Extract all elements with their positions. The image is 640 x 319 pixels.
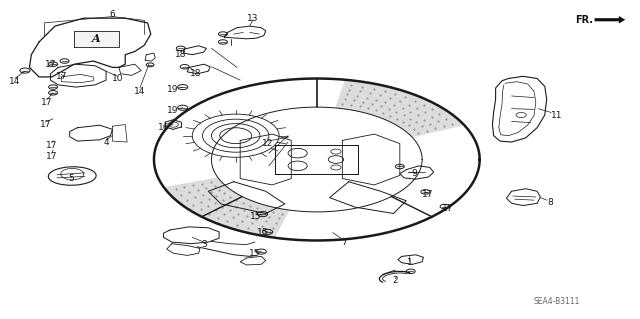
Text: 16: 16 — [158, 123, 170, 132]
Text: 15: 15 — [250, 212, 262, 221]
Text: 17: 17 — [45, 60, 56, 69]
Text: 17: 17 — [40, 120, 51, 129]
Text: 5: 5 — [68, 174, 74, 183]
Text: 17: 17 — [442, 204, 454, 213]
Polygon shape — [335, 80, 465, 137]
Text: A: A — [92, 33, 100, 44]
Text: 17: 17 — [46, 141, 58, 150]
Text: 6: 6 — [109, 11, 115, 19]
Text: FR.: FR. — [575, 15, 593, 25]
Text: 14: 14 — [9, 77, 20, 86]
Text: 17: 17 — [41, 98, 52, 107]
Polygon shape — [74, 31, 119, 47]
Text: 9: 9 — [412, 169, 417, 178]
Polygon shape — [164, 177, 289, 238]
Text: 11: 11 — [550, 111, 562, 120]
Text: 8: 8 — [547, 198, 553, 207]
Text: 17: 17 — [56, 72, 67, 81]
Text: 10: 10 — [112, 74, 124, 83]
Text: 18: 18 — [189, 69, 201, 78]
Text: 7: 7 — [341, 238, 347, 247]
Text: 1: 1 — [406, 258, 412, 267]
Text: 13: 13 — [247, 14, 259, 23]
Polygon shape — [595, 16, 625, 24]
Text: 4: 4 — [103, 137, 109, 146]
Text: 19: 19 — [168, 85, 179, 94]
Text: 19: 19 — [168, 106, 179, 115]
Text: 17: 17 — [46, 152, 58, 161]
Text: 12: 12 — [262, 139, 273, 148]
Text: 14: 14 — [134, 87, 145, 96]
Text: 15: 15 — [249, 249, 260, 258]
Text: SEA4-B3111: SEA4-B3111 — [533, 297, 579, 306]
Text: 17: 17 — [422, 190, 433, 199]
Text: 2: 2 — [392, 276, 398, 285]
Text: 15: 15 — [257, 228, 268, 237]
Text: 3: 3 — [201, 240, 207, 249]
Text: 18: 18 — [175, 50, 186, 59]
